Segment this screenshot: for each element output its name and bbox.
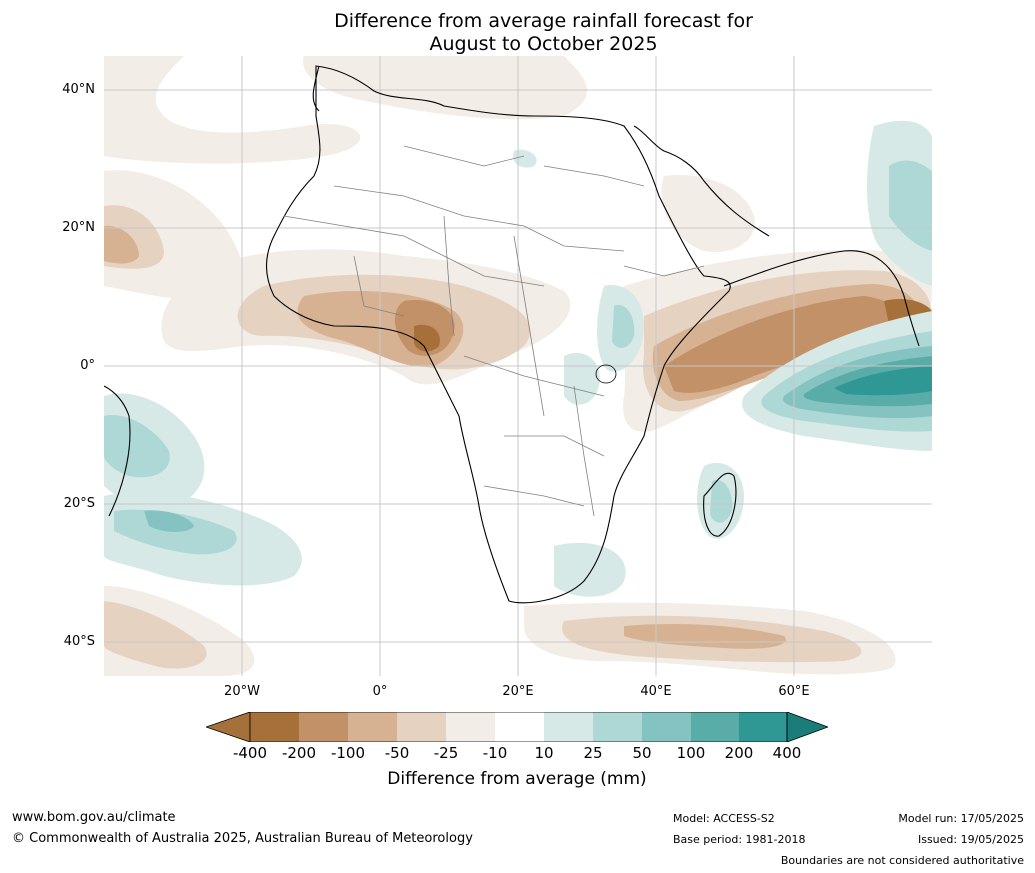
- colorbar-tick: 25: [583, 744, 603, 762]
- lat-label-40s: 40°S: [63, 634, 95, 649]
- colorbar-tick: -50: [384, 744, 410, 762]
- colorbar-label: Difference from average (mm): [387, 769, 647, 789]
- footer-base-period: Base period: 1981-2018: [673, 833, 806, 846]
- colorbar-tick: -200: [281, 744, 317, 762]
- colorbar-swatch: [397, 712, 446, 742]
- colorbar-swatch: [299, 712, 348, 742]
- lat-label-20n: 20°N: [62, 220, 95, 235]
- colorbar-extend-high: [786, 712, 828, 742]
- colorbar-tick: 10: [534, 744, 554, 762]
- colorbar-tick: -400: [232, 744, 268, 762]
- coastlines: [104, 65, 920, 604]
- colorbar-tick: -100: [330, 744, 366, 762]
- footer-copyright: © Commonwealth of Australia 2025, Austra…: [12, 831, 473, 846]
- lat-label-40n: 40°N: [62, 82, 95, 97]
- colorbar-swatch: [691, 712, 739, 742]
- lat-label-20s: 20°S: [63, 496, 95, 511]
- colorbar-swatch: [642, 712, 691, 742]
- map-title: Difference from average rainfall forecas…: [0, 10, 1035, 56]
- colorbar: [206, 712, 828, 742]
- colorbar-swatch: [250, 712, 299, 742]
- colorbar-swatch: [495, 712, 544, 742]
- colorbar-tick: -10: [482, 744, 508, 762]
- colorbar-swatch: [544, 712, 593, 742]
- lat-label-0: 0°: [80, 358, 95, 373]
- footer-website[interactable]: www.bom.gov.au/climate: [12, 810, 176, 825]
- lon-label-20e: 20°E: [502, 684, 534, 699]
- footer-model: Model: ACCESS-S2: [673, 812, 775, 825]
- footer-boundaries-note: Boundaries are not considered authoritat…: [780, 854, 1024, 867]
- colorbar-swatch: [348, 712, 397, 742]
- graticule: [104, 56, 932, 676]
- footer-model-run: Model run: 17/05/2025: [898, 812, 1024, 825]
- colorbar-tick: 50: [632, 744, 652, 762]
- colorbar-tick: 200: [724, 744, 754, 762]
- colorbar-tick: -25: [433, 744, 459, 762]
- colorbar-swatch: [593, 712, 642, 742]
- lon-label-60e: 60°E: [778, 684, 810, 699]
- dry-anomaly-shading: [104, 56, 932, 676]
- colorbar-tick: 100: [676, 744, 706, 762]
- country-borders: [283, 145, 705, 517]
- title-line-2: August to October 2025: [429, 33, 658, 55]
- colorbar-swatch: [739, 712, 787, 742]
- colorbar-swatch: [446, 712, 495, 742]
- colorbar-tick: 400: [772, 744, 802, 762]
- lake-victoria: [595, 364, 617, 384]
- lon-label-0: 0°: [372, 684, 388, 699]
- colorbar-extend-low: [206, 712, 251, 742]
- lon-label-20w: 20°W: [224, 684, 260, 699]
- lon-label-40e: 40°E: [640, 684, 672, 699]
- map-canvas: [104, 56, 932, 676]
- footer-issued: Issued: 19/05/2025: [917, 833, 1024, 846]
- title-line-1: Difference from average rainfall forecas…: [334, 10, 753, 32]
- rainfall-anomaly-map: [104, 56, 932, 676]
